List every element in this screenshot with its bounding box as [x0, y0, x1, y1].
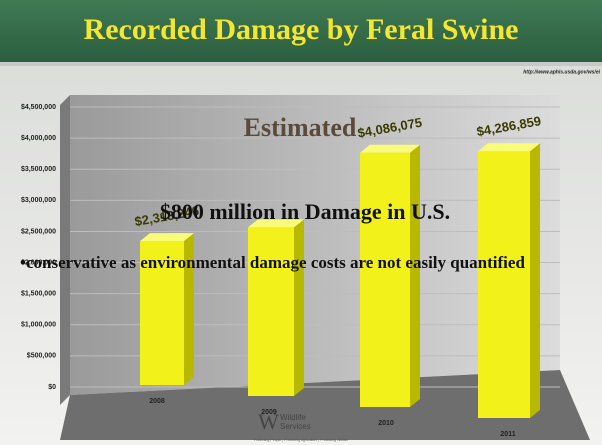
logo-tagline: Protecting People | Protecting Agricultu…: [254, 438, 349, 442]
y-tick-label: $500,000: [27, 353, 56, 360]
logo-name: Services: [280, 422, 311, 431]
x-tick-label: 2011: [500, 431, 515, 438]
y-tick-label: $4,500,000: [21, 104, 56, 111]
bar-top: [360, 145, 420, 153]
logo-name: Wildlife: [280, 413, 306, 422]
y-tick-label: $3,000,000: [21, 197, 56, 204]
bar-top: [478, 143, 540, 151]
slide: Recorded Damage by Feral Swine http://ww…: [0, 0, 602, 445]
y-tick-label: $1,000,000: [21, 322, 56, 329]
annotation: Estimated: [244, 113, 357, 142]
y-tick-label: $2,500,000: [21, 228, 56, 235]
annotation: $800 million in Damage in U.S.: [160, 199, 450, 224]
logo-initial: W: [258, 409, 279, 434]
source-url: http://www.aphis.usda.gov/ws/ei: [523, 69, 600, 75]
header-rule: [0, 62, 602, 66]
x-tick-label: 2008: [149, 398, 165, 405]
annotation: •conservative as environmental damage co…: [20, 252, 560, 274]
y-tick-label: $0: [48, 384, 56, 391]
side-wall: [60, 95, 70, 405]
slide-title: Recorded Damage by Feral Swine: [84, 13, 519, 46]
y-tick-label: $3,500,000: [21, 166, 56, 173]
x-tick-label: 2010: [378, 420, 394, 427]
y-tick-label: $4,000,000: [21, 135, 56, 142]
annotation-box: •conservative as environmental damage co…: [20, 252, 560, 312]
